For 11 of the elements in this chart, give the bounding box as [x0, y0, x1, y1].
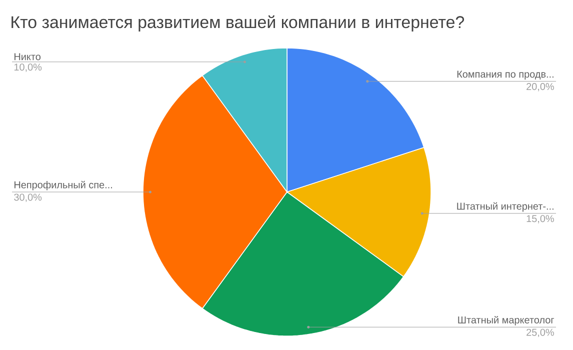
slice-label: Штатный интернет-...: [457, 202, 554, 212]
data-label: 10,0%: [14, 64, 42, 72]
slice-label: Компания по продв...: [457, 70, 554, 80]
slice-label: Непрофильный спе...: [14, 180, 112, 190]
slice-label: Никто: [14, 53, 41, 60]
data-label: 30,0%: [14, 194, 42, 202]
chart-title: Кто занимается развитием вашей компании в интернете?: [12, 15, 464, 32]
data-label: 15,0%: [526, 215, 554, 224]
data-label: 20,0%: [526, 83, 554, 92]
data-label: 25,0%: [526, 328, 554, 338]
slice-label: Штатный маркетолог: [458, 316, 554, 326]
